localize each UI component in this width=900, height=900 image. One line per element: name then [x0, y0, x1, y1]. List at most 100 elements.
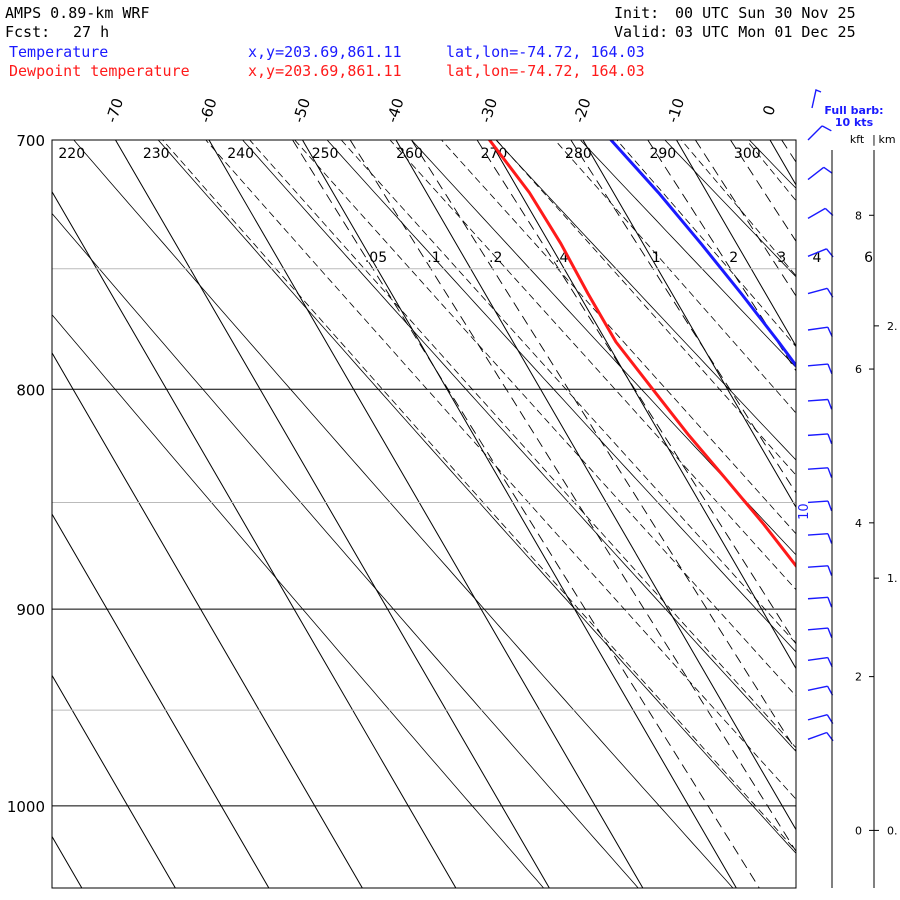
wind-barb-staff	[807, 248, 827, 257]
height-tick-km-label: 1.	[887, 572, 898, 585]
theta-label: 220	[58, 146, 85, 162]
wind-barb-flag	[827, 533, 833, 544]
wind-barb-flag	[827, 363, 833, 375]
theta-label: 270	[481, 146, 508, 162]
series-temperature-latlon: lat,lon=-74.72, 164.03	[446, 43, 645, 61]
wind-annotation: 10	[797, 503, 812, 520]
wind-barb-staff	[807, 500, 829, 504]
wind-barb-staff	[807, 685, 828, 692]
isotherm-label: -20	[570, 96, 595, 125]
wind-barb-staff	[807, 565, 829, 568]
mixing-ratio-line	[349, 140, 796, 853]
series-dewpoint-xy: x,y=203.69,861.11	[248, 62, 402, 80]
barb-legend-value: 10 kts	[835, 116, 874, 129]
theta-label: 260	[396, 146, 423, 162]
isotherm-line	[52, 190, 457, 888]
dry-adiabat-line	[52, 212, 639, 888]
moist-adiabat-line	[554, 140, 796, 414]
moist-adiabat-line	[746, 140, 796, 202]
theta-label: 250	[312, 146, 339, 162]
mixing-ratio-line	[476, 140, 796, 645]
moist-adiabat-line	[294, 140, 796, 697]
wind-barb-staff	[807, 627, 828, 631]
mixing-ratio-line	[647, 140, 796, 372]
dry-adiabat-line	[326, 140, 796, 653]
wind-barb-flag	[827, 433, 833, 444]
isotherm-line	[769, 140, 796, 186]
wind-barb-staff	[807, 714, 828, 721]
height-axis-separator: |	[872, 133, 876, 146]
theta-label: 240	[227, 146, 254, 162]
mixing-ratio-line	[292, 140, 760, 888]
forecast-hour: 27 h	[73, 23, 110, 41]
moist-adiabat-line	[616, 140, 796, 348]
isotherm-label: -60	[196, 96, 221, 125]
isotherm-line	[395, 140, 796, 831]
isotherm-line	[208, 140, 644, 888]
isotherm-line	[52, 513, 270, 888]
isotherm-line	[52, 351, 363, 888]
dry-adiabat-line	[411, 140, 796, 556]
wind-barb-staff	[807, 433, 829, 437]
isotherm-label: -70	[102, 96, 127, 125]
wind-barb-flag	[827, 500, 833, 512]
wind-barb-staff	[807, 596, 829, 600]
wind-barb-flag	[827, 597, 833, 608]
mixing-ratio-line	[411, 140, 796, 752]
wind-barb-staff	[807, 656, 828, 661]
dewpoint-profile-line	[488, 140, 796, 569]
wind-barb-staff	[807, 533, 829, 536]
pressure-tick-label: 900	[16, 601, 45, 619]
mixing-ratio-label: 3	[777, 250, 786, 266]
isotherm-line	[582, 140, 796, 509]
init-time: 00 UTC Sun 30 Nov 25	[675, 4, 856, 22]
wind-barb-staff	[807, 287, 828, 295]
wind-barb-flag	[823, 166, 833, 174]
mixing-ratio-label: 4	[813, 250, 822, 266]
dry-adiabat-line	[157, 140, 796, 854]
init-label: Init:	[614, 4, 660, 22]
mixing-ratio-label: 2	[729, 250, 738, 266]
wind-barb-staff	[807, 125, 823, 141]
isotherm-label: -30	[476, 96, 501, 125]
wind-barb-flag	[821, 125, 832, 132]
height-tick-kft-label: 8	[855, 209, 862, 222]
barb-legend-icon	[811, 89, 822, 109]
dry-adiabat-line	[242, 140, 796, 752]
mixing-ratio-label: 1	[652, 250, 661, 266]
height-tick-kft-label: 4	[855, 517, 862, 530]
moist-adiabat-line	[162, 140, 796, 852]
isotherm-label: -50	[289, 96, 314, 125]
moist-adiabat-line	[341, 140, 796, 645]
wind-barb-flag	[827, 565, 833, 576]
isotherm-line	[115, 140, 550, 888]
isotherm-label: -10	[663, 96, 688, 125]
isotherm-line	[52, 835, 83, 888]
temperature-profile-line	[609, 140, 796, 368]
mixing-ratio-label: .05	[365, 250, 387, 266]
dry-adiabat-line	[52, 314, 544, 888]
valid-label: Valid:	[614, 23, 669, 41]
wind-barb-flag	[827, 657, 833, 668]
series-dewpoint-name: Dewpoint temperature	[9, 62, 190, 80]
mixing-ratio-label: .2	[489, 250, 502, 266]
forecast-label: Fcst:	[5, 23, 51, 41]
dry-adiabat-line	[495, 140, 796, 461]
height-tick-kft-label: 6	[855, 363, 862, 376]
wind-barb-staff	[807, 166, 825, 181]
series-temperature-xy: x,y=203.69,861.11	[248, 43, 402, 61]
wind-barb-flag	[827, 326, 833, 337]
wind-barb-staff	[807, 363, 828, 367]
pressure-tick-label: 1000	[7, 798, 45, 816]
wind-barb-staff	[807, 326, 828, 331]
height-tick-kft-label: 2	[855, 671, 862, 684]
wind-barb-staff	[807, 731, 828, 740]
height-tick-km-label: 0.	[887, 824, 898, 837]
wind-barb-staff	[807, 207, 826, 219]
height-tick-km-label: 2.	[887, 320, 898, 333]
wind-barb-staff	[807, 467, 829, 470]
moist-adiabat-line	[389, 140, 796, 591]
isotherm-label: 0	[759, 103, 779, 118]
isotherm-line	[676, 140, 796, 348]
pressure-tick-label: 700	[16, 132, 45, 150]
